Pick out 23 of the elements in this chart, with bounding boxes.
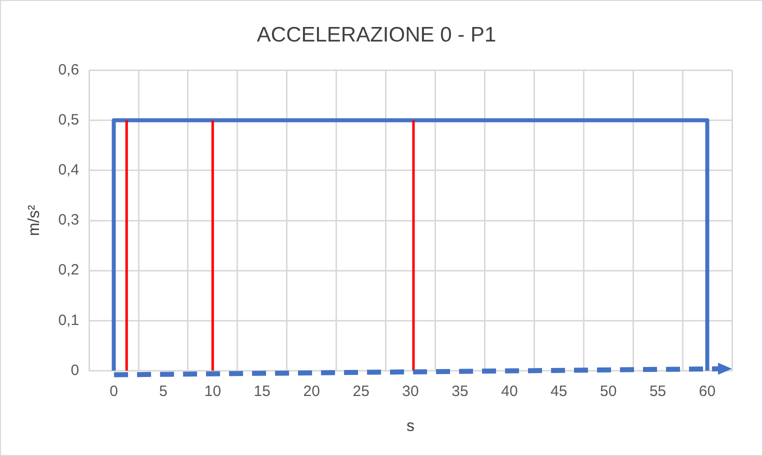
y-axis-title: m/s²: [26, 204, 44, 236]
chart-title: ACCELERAZIONE 0 - P1: [256, 23, 496, 46]
x-tick-label: 0: [110, 382, 118, 400]
x-tick-label: 5: [159, 382, 168, 400]
y-tick-label: 0,4: [58, 162, 80, 179]
y-tick-label: 0,5: [58, 111, 80, 128]
x-tick-label: 10: [204, 382, 222, 400]
x-axis-title: s: [406, 418, 415, 435]
x-tick-label: 55: [649, 382, 666, 400]
x-tick-label: 45: [550, 382, 568, 400]
y-tick-label: 0,6: [58, 61, 80, 78]
x-tick-label: 20: [303, 382, 320, 400]
x-tick-label: 35: [452, 382, 468, 400]
y-tick-label: 0,1: [58, 312, 80, 329]
y-tick-label: 0,2: [58, 262, 80, 279]
x-tick-label: 60: [698, 382, 716, 400]
x-tick-label: 25: [352, 382, 370, 400]
x-tick-label: 40: [501, 382, 518, 400]
y-tick-label: 0: [70, 362, 80, 379]
x-tick-label: 30: [402, 382, 419, 400]
x-tick-label: 15: [254, 382, 270, 400]
y-tick-label: 0,3: [58, 212, 80, 229]
x-tick-label: 50: [600, 382, 617, 400]
